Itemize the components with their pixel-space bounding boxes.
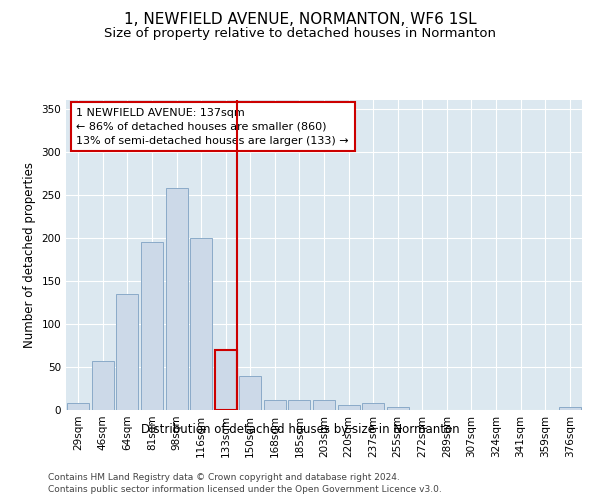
Text: Contains HM Land Registry data © Crown copyright and database right 2024.: Contains HM Land Registry data © Crown c…	[48, 472, 400, 482]
Bar	[338, 405, 359, 410]
Bar	[559, 408, 581, 410]
Bar	[386, 408, 409, 410]
Bar	[92, 361, 114, 410]
Bar	[67, 403, 89, 410]
Bar	[190, 238, 212, 410]
Bar	[264, 400, 286, 410]
Y-axis label: Number of detached properties: Number of detached properties	[23, 162, 36, 348]
Bar	[215, 350, 237, 410]
Text: Size of property relative to detached houses in Normanton: Size of property relative to detached ho…	[104, 28, 496, 40]
Bar	[239, 376, 262, 410]
Bar	[116, 294, 139, 410]
Text: 1 NEWFIELD AVENUE: 137sqm
← 86% of detached houses are smaller (860)
13% of semi: 1 NEWFIELD AVENUE: 137sqm ← 86% of detac…	[76, 108, 349, 146]
Bar	[362, 403, 384, 410]
Bar	[166, 188, 188, 410]
Text: Contains public sector information licensed under the Open Government Licence v3: Contains public sector information licen…	[48, 485, 442, 494]
Bar	[141, 242, 163, 410]
Bar	[289, 400, 310, 410]
Bar	[313, 400, 335, 410]
Text: Distribution of detached houses by size in Normanton: Distribution of detached houses by size …	[140, 422, 460, 436]
Text: 1, NEWFIELD AVENUE, NORMANTON, WF6 1SL: 1, NEWFIELD AVENUE, NORMANTON, WF6 1SL	[124, 12, 476, 28]
